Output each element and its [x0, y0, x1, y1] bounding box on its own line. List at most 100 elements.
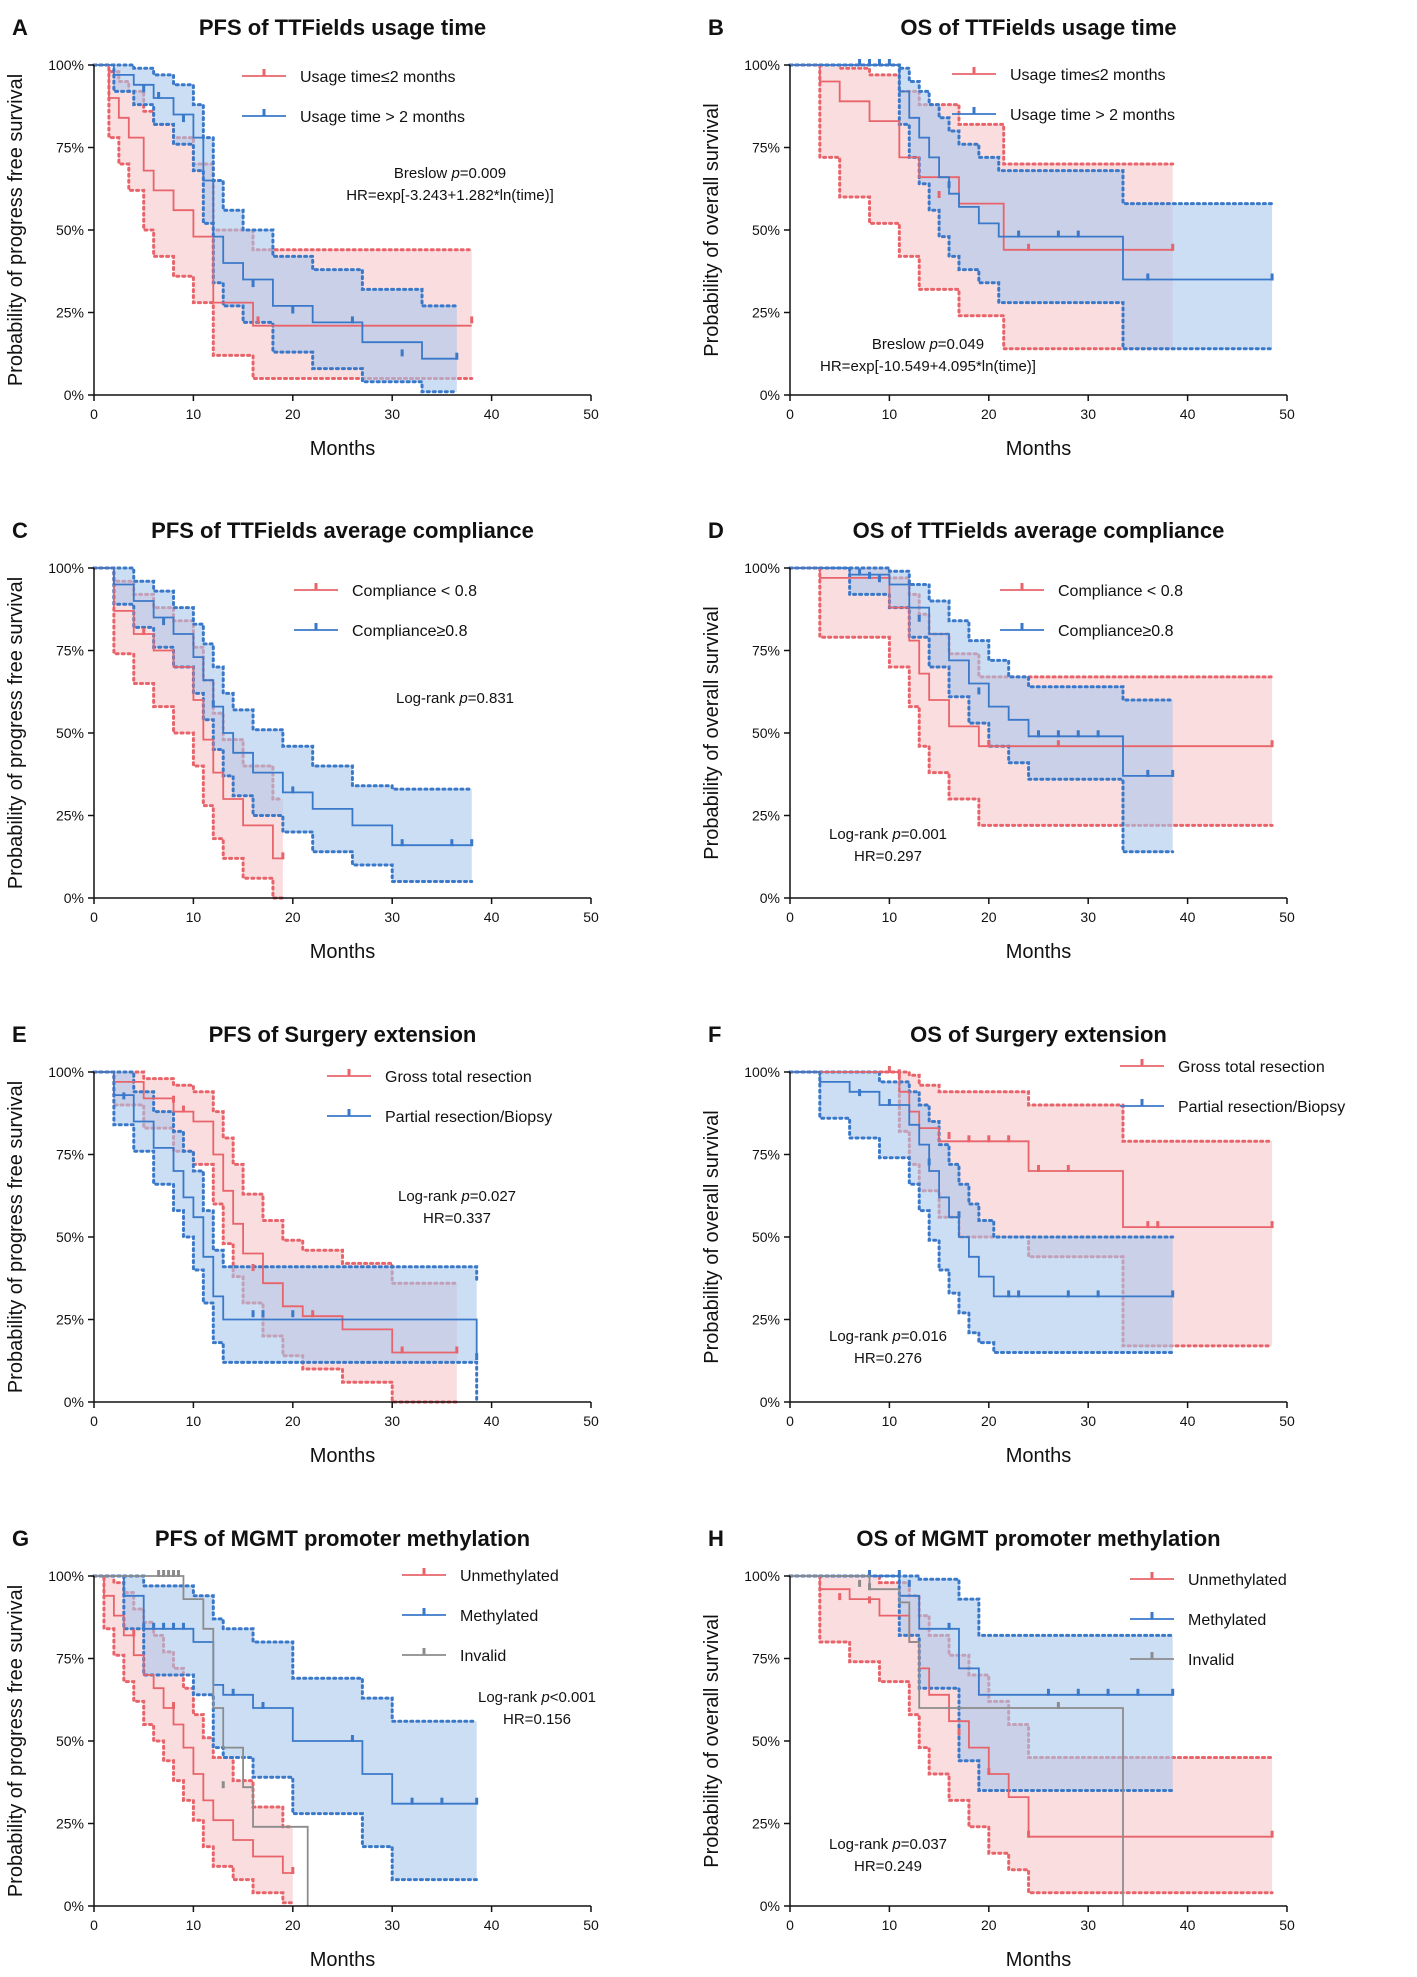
x-tick-label: 0 [786, 406, 794, 422]
y-tick-label: 100% [744, 1568, 780, 1584]
legend-label: Compliance < 0.8 [1058, 583, 1183, 600]
y-tick-label: 0% [760, 890, 780, 906]
stat-annotation: Breslow p=0.009 [394, 165, 506, 182]
x-tick-label: 30 [1080, 406, 1096, 422]
panel-letter: D [708, 518, 724, 543]
ci-band-2 [790, 1576, 1173, 1791]
ci-lower-2 [788, 1574, 1175, 1792]
y-axis-label: Probability of overall survival [701, 103, 723, 356]
x-tick-label: 10 [186, 909, 202, 925]
ci-upper-1 [92, 1070, 459, 1285]
ci-lower-2 [788, 1070, 1175, 1354]
y-tick-label: 50% [56, 725, 84, 741]
x-tick-label: 50 [1279, 1413, 1295, 1429]
y-tick-label: 75% [752, 1651, 780, 1667]
ci-band-1 [790, 1576, 1273, 1893]
x-tick-label: 0 [786, 1917, 794, 1933]
ci-lower-2 [92, 566, 474, 883]
x-axis-label: Months [1006, 438, 1072, 460]
panel-letter: B [708, 15, 724, 40]
x-tick-label: 10 [882, 1917, 898, 1933]
stat-annotation: Log-rank p=0.037 [829, 1836, 947, 1853]
x-tick-label: 30 [384, 1413, 400, 1429]
y-tick-label: 0% [64, 890, 84, 906]
x-tick-label: 20 [981, 1413, 997, 1429]
y-tick-label: 25% [56, 1816, 84, 1832]
panel-letter: A [12, 15, 28, 40]
legend-label: Usage time > 2 months [300, 109, 465, 126]
legend-label: Usage time≤2 months [300, 69, 456, 86]
legend-label: Partial resection/Biopsy [1178, 1099, 1345, 1116]
survival-curve-2 [790, 567, 1173, 777]
x-tick-label: 30 [384, 909, 400, 925]
y-tick-label: 0% [760, 1394, 780, 1410]
y-tick-label: 0% [760, 1898, 780, 1914]
survival-curve-1 [94, 64, 472, 327]
panel-letter: E [12, 1022, 27, 1047]
ci-lower-1 [788, 566, 1274, 827]
stat-annotation: Log-rank p=0.831 [396, 690, 514, 707]
y-tick-label: 50% [56, 1229, 84, 1245]
chart-title: OS of MGMT promoter methylation [856, 1526, 1220, 1551]
x-tick-label: 10 [882, 909, 898, 925]
stat-annotation: HR=0.249 [854, 1858, 922, 1875]
x-tick-label: 40 [484, 406, 500, 422]
stat-annotation: Log-rank p=0.027 [398, 1188, 516, 1205]
ci-upper-1 [788, 1070, 1274, 1143]
stat-annotation: HR=0.337 [423, 1210, 491, 1227]
y-tick-label: 50% [752, 222, 780, 238]
x-tick-label: 40 [1180, 1917, 1196, 1933]
x-tick-label: 0 [90, 909, 98, 925]
panel-letter: H [708, 1526, 724, 1551]
y-tick-label: 25% [56, 305, 84, 321]
panel-a: A PFS of TTFields usage time 0 10 20 30 40 50 0%… [5, 15, 599, 460]
y-axis-label: Probability of progress free survival [5, 1585, 27, 1897]
y-tick-label: 100% [744, 560, 780, 576]
ci-band-2 [790, 1072, 1173, 1353]
stat-annotation: HR=exp[-10.549+4.095*ln(time)] [820, 358, 1036, 375]
ci-upper-2 [788, 1574, 1175, 1637]
y-axis-label: Probability of overall survival [701, 1614, 723, 1867]
x-tick-label: 50 [1279, 406, 1295, 422]
y-tick-label: 100% [48, 57, 84, 73]
stat-annotation: HR=0.276 [854, 1350, 922, 1367]
y-tick-label: 25% [56, 808, 84, 824]
x-axis-label: Months [1006, 1445, 1072, 1467]
x-tick-label: 10 [186, 406, 202, 422]
legend-label: Invalid [1188, 1652, 1234, 1669]
y-tick-label: 25% [752, 305, 780, 321]
ci-lower-1 [92, 1574, 295, 1905]
legend-label: Compliance≥0.8 [1058, 623, 1174, 640]
survival-curve-2 [94, 64, 457, 360]
ci-band-2 [94, 65, 457, 392]
y-tick-label: 0% [64, 387, 84, 403]
survival-curve-1 [94, 1071, 457, 1354]
ci-upper-2 [92, 566, 474, 791]
x-tick-label: 0 [90, 1413, 98, 1429]
y-tick-label: 0% [64, 1394, 84, 1410]
x-tick-label: 50 [1279, 1917, 1295, 1933]
ci-upper-2 [788, 63, 1274, 206]
y-tick-label: 50% [752, 725, 780, 741]
y-tick-label: 75% [56, 1147, 84, 1163]
survival-curve-1 [94, 567, 283, 860]
panel-letter: C [12, 518, 28, 543]
panel-f: F OS of Surgery extension 0 10 20 30 40 50 0% 25%… [701, 1022, 1345, 1467]
panel-b: B OS of TTFields usage time 0 10 20 30 40 50 0% 2… [701, 15, 1295, 460]
x-tick-label: 50 [583, 909, 599, 925]
y-tick-label: 100% [48, 1064, 84, 1080]
x-tick-label: 40 [1180, 1413, 1196, 1429]
panel-letter: G [12, 1526, 29, 1551]
panel-letter: F [708, 1022, 721, 1047]
ci-upper-2 [92, 1574, 479, 1723]
ci-band-2 [94, 1576, 477, 1880]
legend-label: Gross total resection [385, 1069, 532, 1086]
chart-title: PFS of MGMT promoter methylation [155, 1526, 530, 1551]
y-axis-label: Probability of overall survival [701, 606, 723, 859]
y-tick-label: 0% [64, 1898, 84, 1914]
panel-h: H OS of MGMT promoter methylation 0 10 20 30 4… [701, 1526, 1295, 1971]
y-tick-label: 75% [56, 140, 84, 156]
x-tick-label: 50 [583, 1413, 599, 1429]
survival-curve-3 [94, 1575, 309, 1906]
y-tick-label: 100% [48, 560, 84, 576]
